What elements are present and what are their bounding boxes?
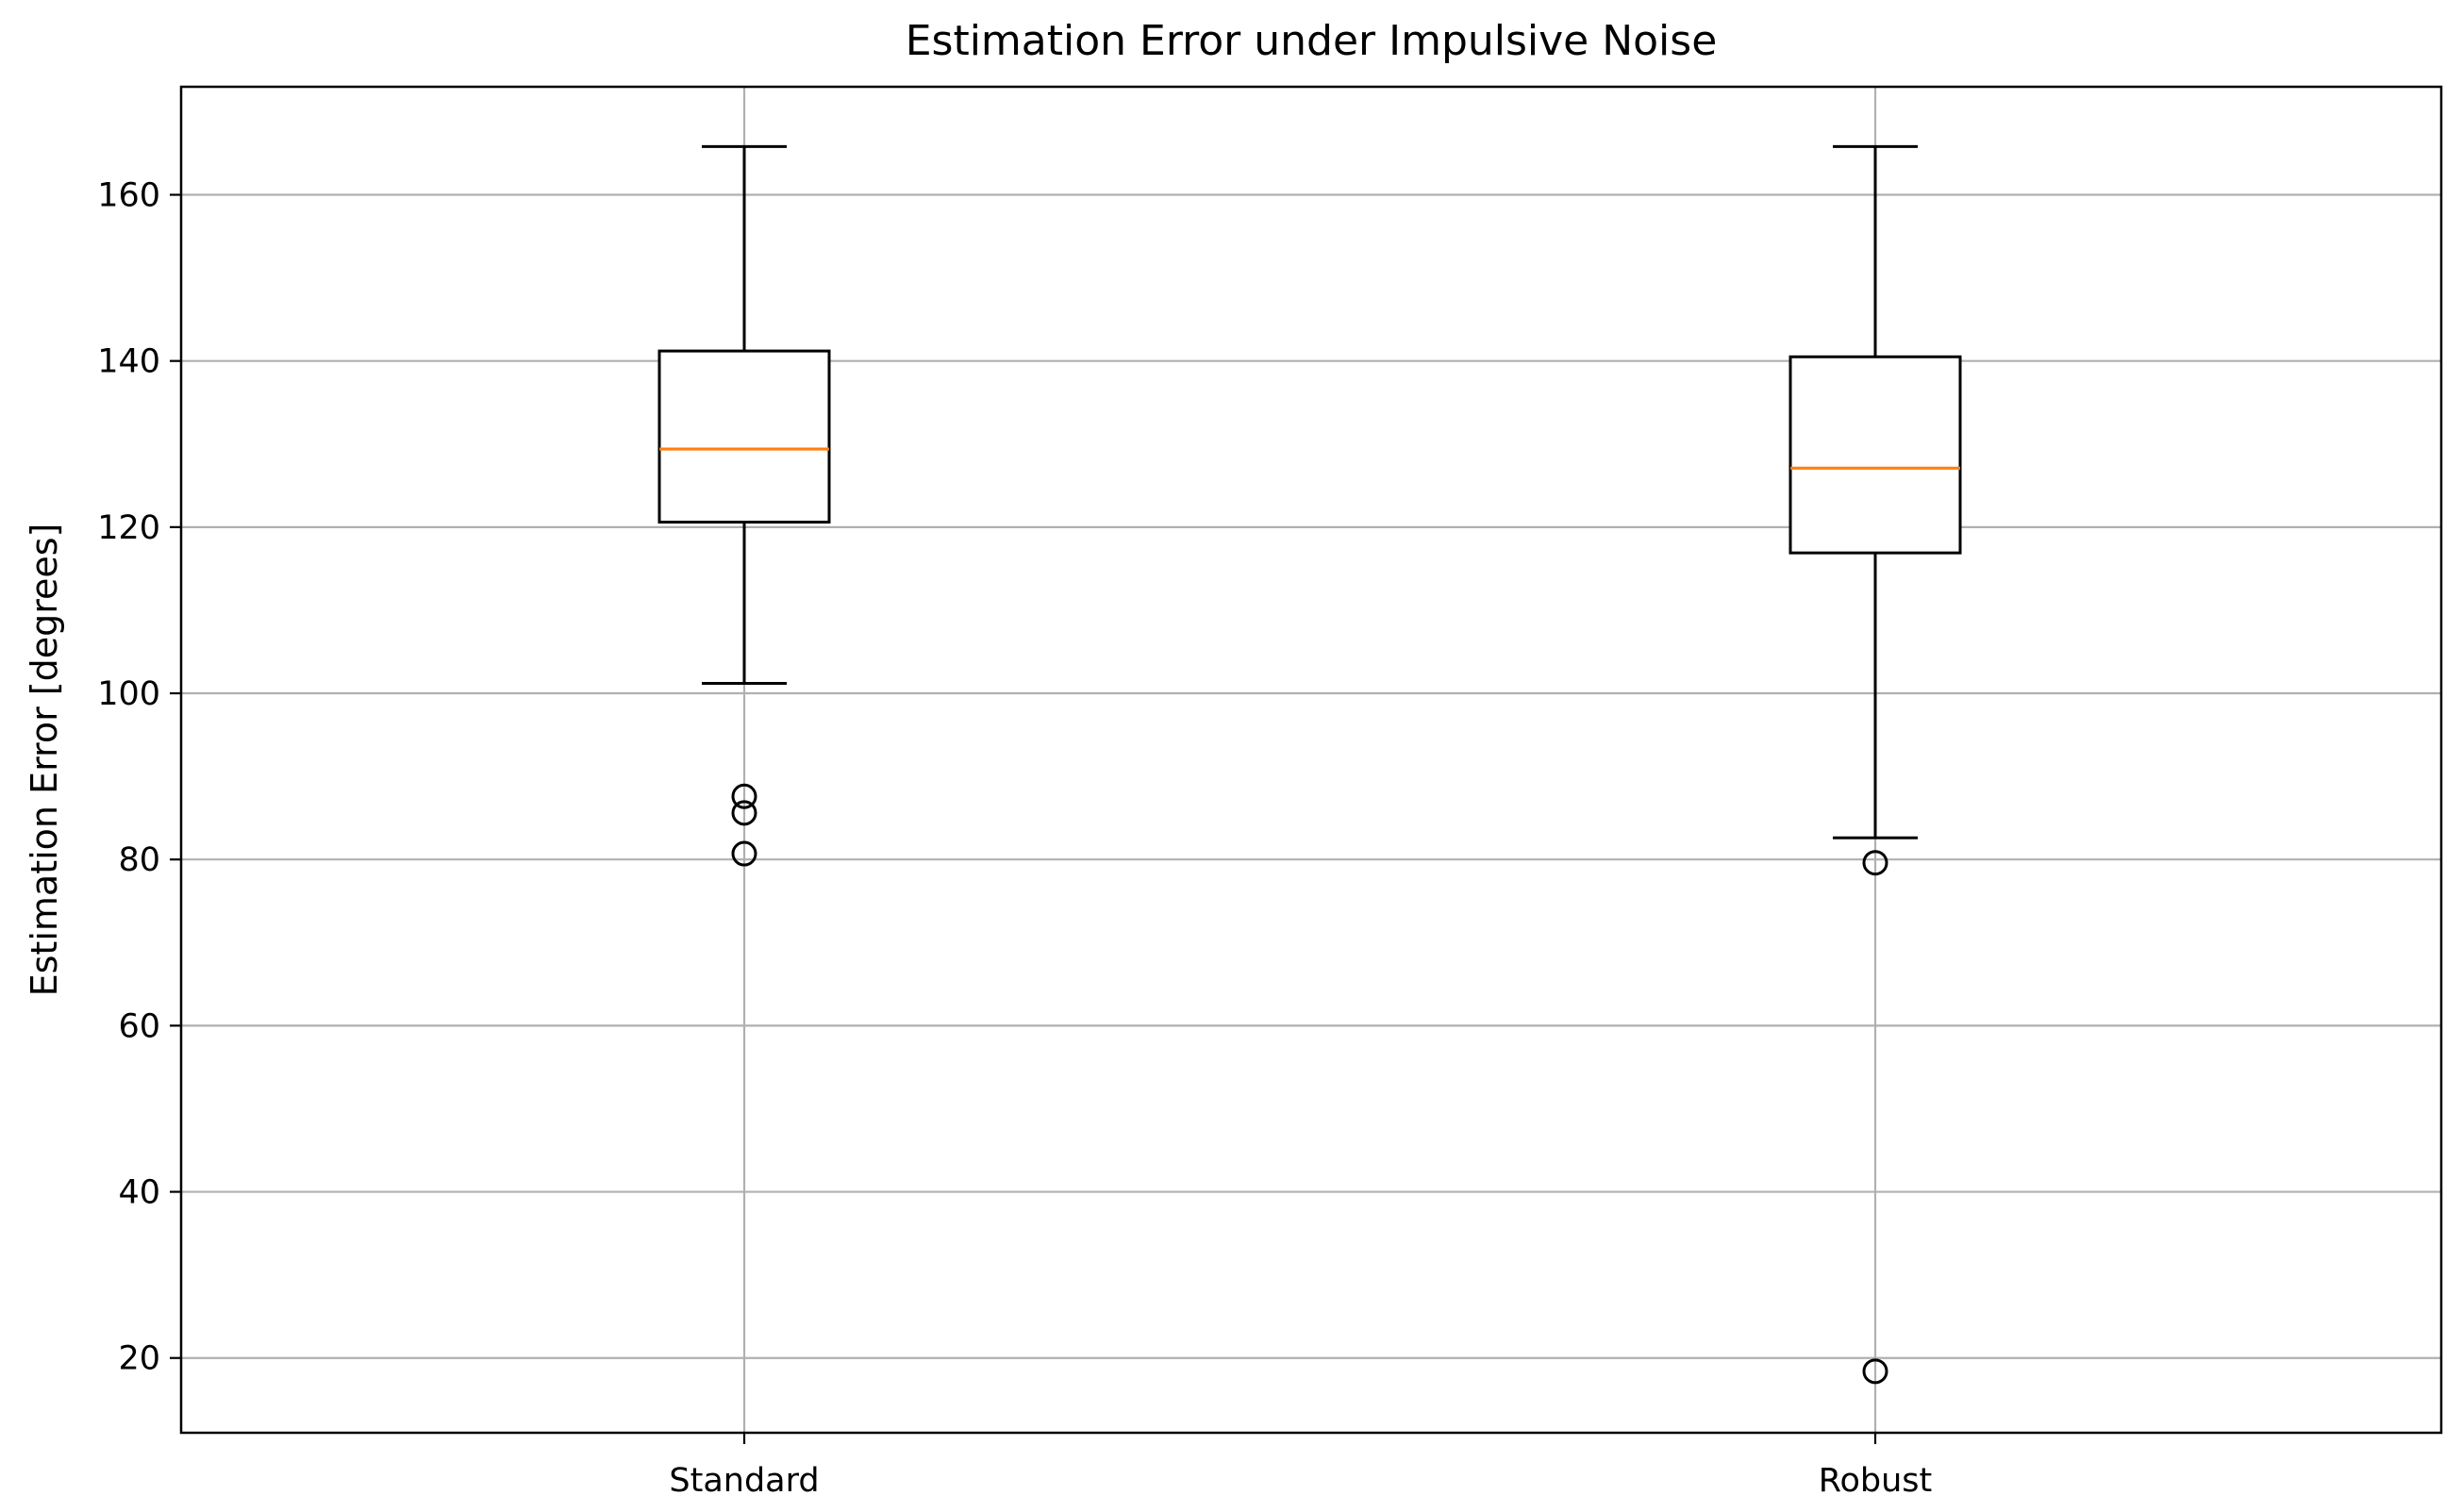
- x-tick-label: Standard: [669, 1462, 819, 1500]
- outlier-point: [731, 800, 757, 826]
- box-group: [657, 144, 831, 867]
- y-tick-label: 80: [118, 841, 160, 879]
- outlier-point: [731, 840, 757, 867]
- y-tick-label: 120: [97, 509, 160, 547]
- grid-layer: [181, 87, 2441, 1433]
- chart-title: Estimation Error under Impulsive Noise: [906, 17, 1718, 65]
- y-tick-label: 20: [118, 1340, 160, 1378]
- y-tick-label: 60: [118, 1007, 160, 1045]
- outlier-point: [731, 783, 757, 809]
- y-tick-label: 160: [97, 177, 160, 215]
- iqr-box: [657, 349, 831, 524]
- axes-frame: [179, 85, 2443, 1435]
- x-tick-label: Robust: [1819, 1462, 1933, 1500]
- y-tick-label: 140: [97, 343, 160, 381]
- outlier-point: [1862, 1358, 1888, 1385]
- tick-layer: 20 40 60 80 100 120 140 160 Standard Robust: [97, 177, 1932, 1500]
- box-group: [1788, 144, 1962, 1385]
- box-layer: [657, 144, 1962, 1385]
- y-axis-label: Estimation Error [degrees]: [24, 523, 65, 997]
- y-tick-label: 40: [118, 1174, 160, 1212]
- y-tick-label: 100: [97, 675, 160, 713]
- iqr-box: [1788, 355, 1962, 555]
- outlier-point: [1862, 850, 1888, 876]
